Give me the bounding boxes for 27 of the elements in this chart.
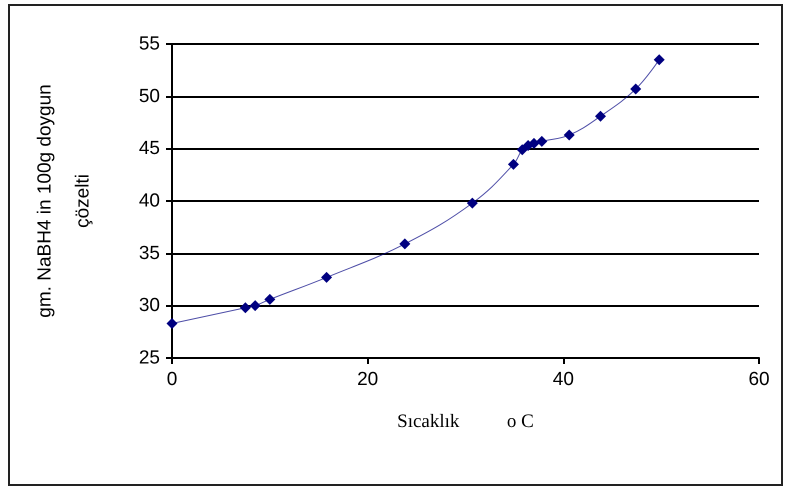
y-tick-label: 35 bbox=[138, 242, 160, 264]
point bbox=[630, 84, 642, 95]
point bbox=[321, 272, 332, 283]
point bbox=[595, 110, 606, 122]
x-tick-label: 20 bbox=[357, 369, 378, 390]
point bbox=[536, 136, 548, 147]
point bbox=[516, 144, 528, 156]
point bbox=[564, 130, 575, 141]
x-tick-label: 60 bbox=[748, 369, 770, 390]
y-axis-title: gm. NaBH4 in 100g doygun çözelti bbox=[34, 84, 94, 318]
x-tick-label: 0 bbox=[166, 369, 178, 390]
y-tick-label: 40 bbox=[138, 190, 160, 212]
y-tick-label: 25 bbox=[138, 348, 160, 368]
y-tick-label: 30 bbox=[138, 295, 160, 316]
point bbox=[654, 54, 665, 66]
y-tick-label: 55 bbox=[138, 34, 160, 54]
y-tick-label: 45 bbox=[138, 138, 160, 160]
point bbox=[466, 198, 478, 209]
point bbox=[508, 158, 519, 170]
x-axis-title: Sıcaklık o C bbox=[397, 411, 534, 432]
point bbox=[240, 302, 251, 314]
x-tick-label: 40 bbox=[552, 369, 574, 390]
point bbox=[264, 294, 276, 305]
point bbox=[250, 300, 261, 312]
point bbox=[166, 318, 178, 329]
point bbox=[399, 238, 410, 250]
y-tick-label: 50 bbox=[138, 86, 160, 107]
